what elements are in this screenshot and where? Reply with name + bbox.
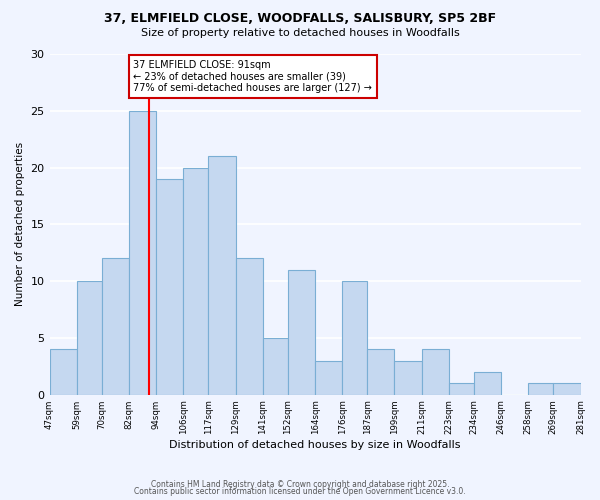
Bar <box>342 281 367 394</box>
Text: Contains HM Land Registry data © Crown copyright and database right 2025.: Contains HM Land Registry data © Crown c… <box>151 480 449 489</box>
Y-axis label: Number of detached properties: Number of detached properties <box>15 142 25 306</box>
Text: 37, ELMFIELD CLOSE, WOODFALLS, SALISBURY, SP5 2BF: 37, ELMFIELD CLOSE, WOODFALLS, SALISBURY… <box>104 12 496 26</box>
Bar <box>50 350 77 395</box>
Bar <box>315 360 342 394</box>
Bar <box>394 360 422 394</box>
Bar <box>367 350 394 395</box>
Bar <box>449 384 474 394</box>
Text: 37 ELMFIELD CLOSE: 91sqm
← 23% of detached houses are smaller (39)
77% of semi-d: 37 ELMFIELD CLOSE: 91sqm ← 23% of detach… <box>133 60 373 93</box>
Bar <box>474 372 501 394</box>
Bar <box>288 270 315 394</box>
Bar <box>236 258 263 394</box>
Bar <box>208 156 236 394</box>
Bar <box>102 258 129 394</box>
X-axis label: Distribution of detached houses by size in Woodfalls: Distribution of detached houses by size … <box>169 440 461 450</box>
Bar <box>156 179 184 394</box>
Text: Contains public sector information licensed under the Open Government Licence v3: Contains public sector information licen… <box>134 488 466 496</box>
Bar <box>77 281 102 394</box>
Bar <box>263 338 288 394</box>
Bar <box>529 384 553 394</box>
Bar <box>129 111 156 395</box>
Bar <box>184 168 208 394</box>
Bar <box>422 350 449 395</box>
Text: Size of property relative to detached houses in Woodfalls: Size of property relative to detached ho… <box>140 28 460 38</box>
Bar <box>553 384 581 394</box>
